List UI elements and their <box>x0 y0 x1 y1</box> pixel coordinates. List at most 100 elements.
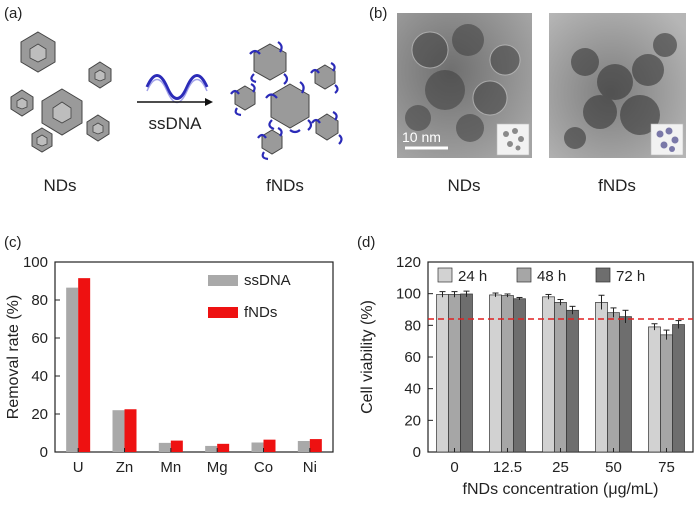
panel-a-label: (a) <box>4 5 22 22</box>
legend-label: fNDs <box>244 304 277 321</box>
panel-b: (b) 10 nm <box>369 5 686 195</box>
x-tick-label: Co <box>254 459 273 476</box>
y-tick-label: 60 <box>31 330 48 347</box>
x-tick-label: U <box>73 459 84 476</box>
fnd-particle <box>257 127 283 161</box>
y-tick-label: 80 <box>31 292 48 309</box>
y-tick-label: 100 <box>396 286 421 303</box>
panel-c: (c) 0 20 40 60 80 100 Removal rate (%) U Zn Mn Mg C… <box>4 234 334 476</box>
x-tick-label: 0 <box>450 459 458 476</box>
y-tick-label: 20 <box>31 406 48 423</box>
plot-frame <box>54 261 334 453</box>
nd-particle <box>20 31 56 73</box>
tem-image-fnds <box>549 13 686 158</box>
nd-particle <box>88 61 112 89</box>
y-axis-label: Cell viability (%) <box>359 300 376 414</box>
panel-c-label: (c) <box>4 234 22 251</box>
nd-particles-left <box>10 31 112 153</box>
bar <box>460 293 473 453</box>
ssdna-strand-icon <box>145 74 209 104</box>
bar <box>170 440 183 452</box>
legend-label: 24 h <box>458 268 487 285</box>
bar <box>554 302 567 453</box>
inset-nds-thumbnail <box>496 123 530 156</box>
nd-particle <box>10 89 34 117</box>
x-tick-label: Ni <box>303 459 317 476</box>
fnd-particle <box>230 83 256 117</box>
y-tick-label: 60 <box>404 349 421 366</box>
bar <box>309 439 322 452</box>
x-tick-label: Zn <box>116 459 134 476</box>
legend-swatch <box>208 307 238 318</box>
fnd-particle <box>265 81 313 134</box>
nd-particle <box>31 127 53 153</box>
legend-swatch <box>595 267 611 283</box>
bar <box>263 439 276 452</box>
fnd-particle <box>311 111 343 145</box>
nd-particle <box>41 88 83 136</box>
y-axis-label: Removal rate (%) <box>5 295 22 419</box>
x-tick-label: 12.5 <box>493 459 522 476</box>
bar <box>513 298 526 453</box>
tem-image-nds: 10 nm <box>397 13 532 158</box>
bar <box>542 296 555 453</box>
cell-viability-chart: 0 20 40 60 80 100 120 Cell viability (%) 0 12.5 25… <box>359 254 694 498</box>
bar <box>566 309 579 453</box>
legend-swatch <box>516 267 532 283</box>
panel-b-label: (b) <box>369 5 387 22</box>
bar <box>158 442 171 452</box>
legend-swatch <box>437 267 453 283</box>
fnd-particles-right <box>230 41 343 161</box>
legend-label: ssDNA <box>244 272 291 289</box>
bar <box>607 312 620 453</box>
arrow-label: ssDNA <box>149 114 203 133</box>
fnds-caption-a: fNDs <box>266 176 304 195</box>
x-tick-label: 25 <box>552 459 569 476</box>
bar <box>660 334 673 453</box>
panel-d: (d) 0 20 40 60 80 100 120 Cell viability (%) 0 12… <box>357 234 694 498</box>
bar <box>112 410 125 452</box>
bar <box>217 443 230 452</box>
legend-swatch <box>208 275 238 286</box>
fnds-caption-b: fNDs <box>598 176 636 195</box>
bar <box>251 442 264 452</box>
fnd-particle <box>249 41 289 85</box>
bar <box>436 294 449 453</box>
y-tick-label: 0 <box>40 444 48 461</box>
x-tick-label: Mn <box>160 459 181 476</box>
reaction-arrow <box>137 98 213 106</box>
bar <box>78 278 91 452</box>
y-tick-label: 100 <box>23 254 48 271</box>
bar <box>124 409 137 452</box>
bar <box>595 302 608 453</box>
bar <box>648 326 661 453</box>
bar <box>205 445 218 452</box>
removal-rate-chart: 0 20 40 60 80 100 Removal rate (%) U Zn Mn Mg Co Ni s… <box>5 254 334 476</box>
bar <box>297 440 310 452</box>
panel-a: (a) <box>4 5 343 195</box>
bar <box>619 316 632 453</box>
panel-d-label: (d) <box>357 234 375 251</box>
legend-label: 48 h <box>537 268 566 285</box>
y-tick-label: 40 <box>404 381 421 398</box>
x-tick-label: 50 <box>605 459 622 476</box>
y-tick-label: 120 <box>396 254 421 271</box>
scale-bar-label: 10 nm <box>402 129 441 145</box>
y-tick-label: 80 <box>404 317 421 334</box>
x-axis-label: fNDs concentration (μg/mL) <box>463 481 659 498</box>
fnd-particle <box>310 62 339 94</box>
y-tick-label: 40 <box>31 368 48 385</box>
legend-label: 72 h <box>616 268 645 285</box>
y-tick-label: 20 <box>404 412 421 429</box>
nds-caption-b: NDs <box>447 176 480 195</box>
y-tick-label: 0 <box>413 444 421 461</box>
inset-fnds-thumbnail <box>650 123 684 156</box>
nds-caption-a: NDs <box>43 176 76 195</box>
bar <box>448 294 461 453</box>
nd-particle <box>86 114 110 142</box>
bar <box>672 324 685 453</box>
x-tick-label: 75 <box>658 459 675 476</box>
bar <box>66 287 79 452</box>
x-tick-label: Mg <box>207 459 228 476</box>
